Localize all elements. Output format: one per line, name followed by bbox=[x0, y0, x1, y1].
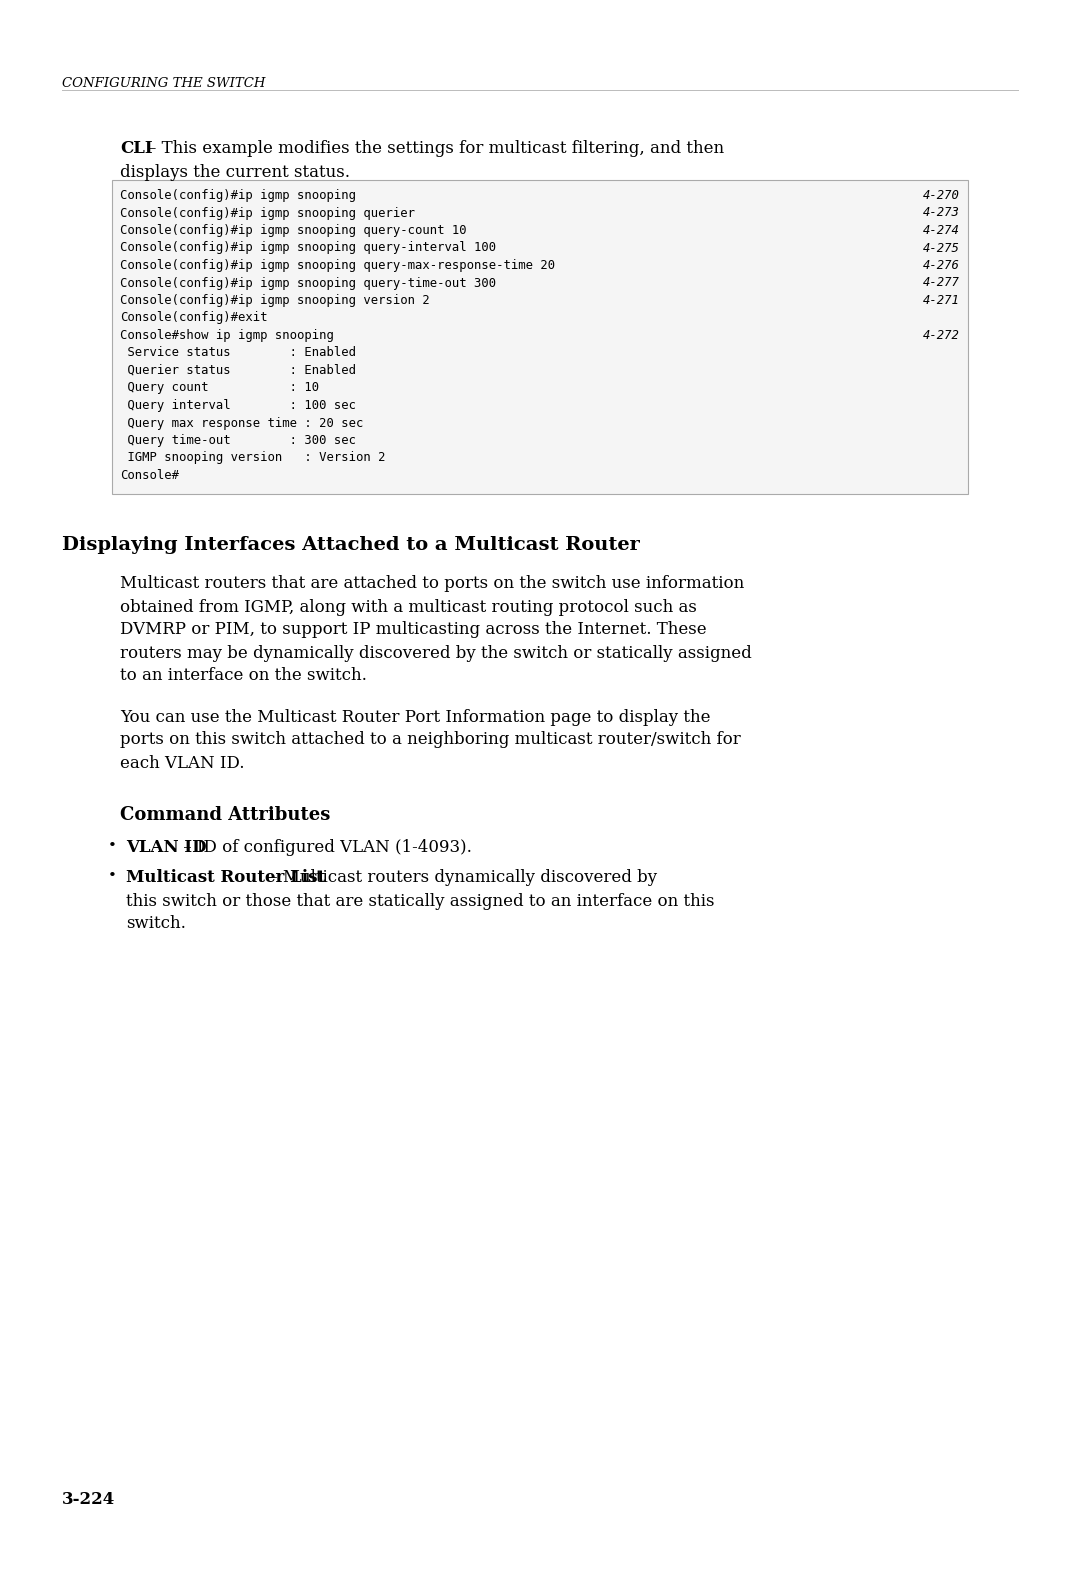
Text: 3-224: 3-224 bbox=[62, 1492, 116, 1509]
Text: Displaying Interfaces Attached to a Multicast Router: Displaying Interfaces Attached to a Mult… bbox=[62, 535, 639, 554]
Text: 4-276: 4-276 bbox=[923, 259, 960, 272]
Text: Command Attributes: Command Attributes bbox=[120, 805, 330, 824]
Text: each VLAN ID.: each VLAN ID. bbox=[120, 755, 244, 771]
Text: 4-277: 4-277 bbox=[923, 276, 960, 289]
Text: ports on this switch attached to a neighboring multicast router/switch for: ports on this switch attached to a neigh… bbox=[120, 732, 741, 749]
Text: – ID of configured VLAN (1-4093).: – ID of configured VLAN (1-4093). bbox=[178, 840, 472, 857]
Text: Console(config)#ip igmp snooping query-time-out 300: Console(config)#ip igmp snooping query-t… bbox=[120, 276, 496, 289]
Text: Multicast routers that are attached to ports on the switch use information: Multicast routers that are attached to p… bbox=[120, 576, 744, 592]
Text: Service status        : Enabled: Service status : Enabled bbox=[120, 347, 356, 360]
Text: displays the current status.: displays the current status. bbox=[120, 163, 350, 181]
Text: Console#: Console# bbox=[120, 469, 179, 482]
Text: IGMP snooping version   : Version 2: IGMP snooping version : Version 2 bbox=[120, 452, 386, 465]
Text: Querier status        : Enabled: Querier status : Enabled bbox=[120, 364, 356, 377]
Text: Console(config)#ip igmp snooping query-max-response-time 20: Console(config)#ip igmp snooping query-m… bbox=[120, 259, 555, 272]
Text: obtained from IGMP, along with a multicast routing protocol such as: obtained from IGMP, along with a multica… bbox=[120, 598, 697, 615]
Text: Query max response time : 20 sec: Query max response time : 20 sec bbox=[120, 416, 363, 430]
Text: switch.: switch. bbox=[126, 915, 186, 933]
Text: – Multicast routers dynamically discovered by: – Multicast routers dynamically discover… bbox=[264, 870, 657, 887]
Text: 4-275: 4-275 bbox=[923, 242, 960, 254]
Text: to an interface on the switch.: to an interface on the switch. bbox=[120, 667, 367, 685]
Text: DVMRP or PIM, to support IP multicasting across the Internet. These: DVMRP or PIM, to support IP multicasting… bbox=[120, 622, 706, 639]
Text: 4-272: 4-272 bbox=[923, 330, 960, 342]
Text: Query interval        : 100 sec: Query interval : 100 sec bbox=[120, 399, 356, 411]
Text: Query time-out        : 300 sec: Query time-out : 300 sec bbox=[120, 433, 356, 447]
Text: 4-271: 4-271 bbox=[923, 294, 960, 308]
Text: 4-274: 4-274 bbox=[923, 225, 960, 237]
Text: routers may be dynamically discovered by the switch or statically assigned: routers may be dynamically discovered by… bbox=[120, 645, 752, 661]
Text: Console#show ip igmp snooping: Console#show ip igmp snooping bbox=[120, 330, 334, 342]
Text: Multicast Router List: Multicast Router List bbox=[126, 870, 325, 887]
Text: •: • bbox=[108, 840, 117, 854]
Text: Console(config)#exit: Console(config)#exit bbox=[120, 311, 268, 325]
Text: 4-273: 4-273 bbox=[923, 207, 960, 220]
Text: Console(config)#ip igmp snooping version 2: Console(config)#ip igmp snooping version… bbox=[120, 294, 430, 308]
Text: •: • bbox=[108, 870, 117, 884]
Text: this switch or those that are statically assigned to an interface on this: this switch or those that are statically… bbox=[126, 892, 715, 909]
FancyBboxPatch shape bbox=[112, 181, 968, 493]
Text: You can use the Multicast Router Port Information page to display the: You can use the Multicast Router Port In… bbox=[120, 708, 711, 725]
Text: CONFIGURING THE SWITCH: CONFIGURING THE SWITCH bbox=[62, 77, 266, 89]
Text: Console(config)#ip igmp snooping query-interval 100: Console(config)#ip igmp snooping query-i… bbox=[120, 242, 496, 254]
Text: Console(config)#ip igmp snooping: Console(config)#ip igmp snooping bbox=[120, 188, 356, 203]
Text: CLI: CLI bbox=[120, 140, 152, 157]
Text: Console(config)#ip igmp snooping query-count 10: Console(config)#ip igmp snooping query-c… bbox=[120, 225, 467, 237]
Text: Query count           : 10: Query count : 10 bbox=[120, 382, 319, 394]
Text: – This example modifies the settings for multicast filtering, and then: – This example modifies the settings for… bbox=[148, 140, 724, 157]
Text: 4-270: 4-270 bbox=[923, 188, 960, 203]
Text: VLAN ID: VLAN ID bbox=[126, 840, 206, 857]
Text: Console(config)#ip igmp snooping querier: Console(config)#ip igmp snooping querier bbox=[120, 207, 415, 220]
